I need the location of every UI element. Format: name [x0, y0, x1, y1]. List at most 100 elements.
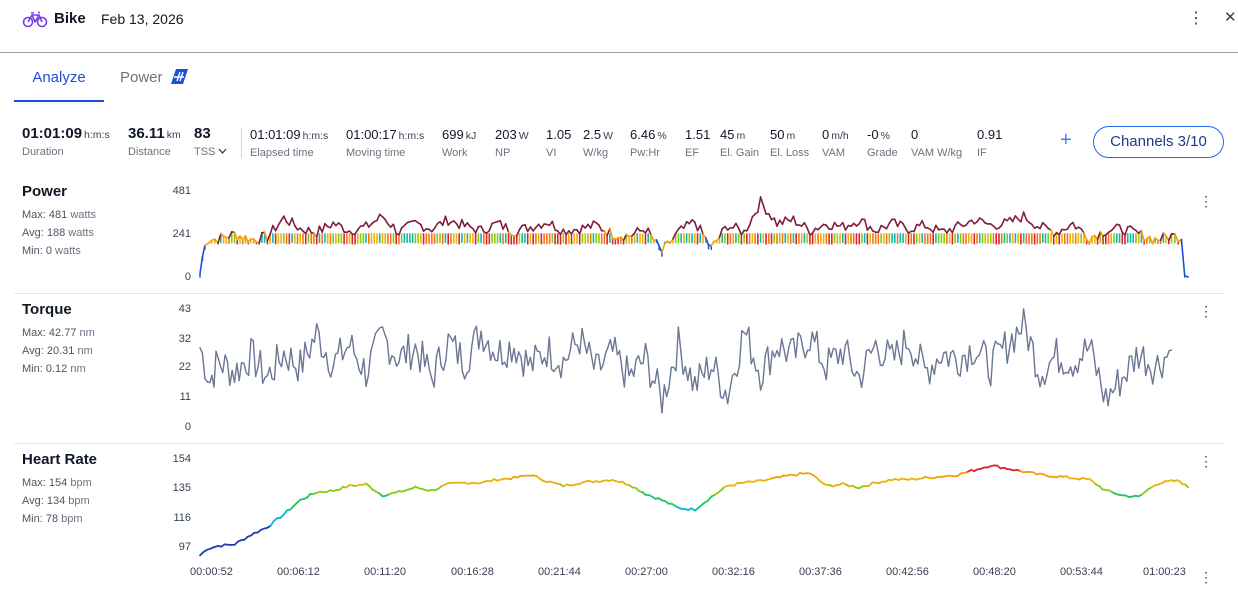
torque-line-segment: [525, 349, 529, 367]
torque-line-segment: [475, 325, 480, 350]
torque-line-segment: [926, 367, 931, 385]
torque-panel-menu-icon[interactable]: ⋮: [1199, 303, 1213, 319]
torque-line-segment: [766, 346, 771, 376]
power-avg: Avg: 188 watts: [22, 227, 94, 239]
torque-line-segment: [804, 349, 809, 359]
torque-line-segment: [273, 344, 278, 381]
power-line-segment: [420, 223, 425, 232]
torque-line-segment: [825, 347, 830, 381]
x-axis-menu-icon[interactable]: ⋮: [1199, 569, 1213, 585]
torque-line-segment: [384, 333, 388, 342]
kebab-vertical-icon[interactable]: ⋮: [1188, 10, 1204, 27]
power-line-segment: [304, 226, 310, 235]
stat-distance: 36.11 km Distance: [128, 125, 181, 158]
power-line-segment: [444, 215, 450, 226]
power-line-segment: [647, 227, 652, 236]
torque-line-segment: [1027, 336, 1032, 352]
torque-line-segment: [581, 327, 586, 344]
power-line-segment: [233, 231, 239, 241]
torque-line-segment: [947, 352, 952, 367]
torque-line-segment: [919, 343, 924, 357]
torque-line-segment: [546, 336, 550, 368]
torque-line-segment: [633, 359, 637, 377]
torque-line-segment: [579, 327, 583, 355]
torque-line-segment: [649, 380, 654, 389]
torque-line-segment: [985, 346, 990, 378]
torque-line-segment: [534, 344, 539, 352]
torque-line-segment: [1156, 354, 1161, 370]
torque-line-segment: [442, 359, 447, 372]
torque-line-segment: [1137, 355, 1142, 369]
torque-line-segment: [856, 370, 860, 376]
power-line-segment: [540, 223, 545, 229]
power-line-segment: [757, 196, 762, 213]
torque-line-segment: [254, 366, 259, 378]
torque-line-segment: [717, 373, 722, 398]
heart-rate-ytick: 116: [173, 512, 191, 524]
power-line-segment: [1180, 238, 1186, 277]
torque-line-segment: [330, 366, 334, 378]
torque-line-segment: [287, 347, 292, 371]
x-axis-tick: 00:27:00: [625, 566, 668, 578]
torque-line-segment: [684, 365, 689, 382]
torque-line-segment: [769, 350, 774, 376]
power-panel-title: Power: [22, 183, 68, 200]
stat-pw-hr: 6.46% Pw:Hr: [630, 127, 667, 159]
power-line-segment: [441, 215, 447, 227]
torque-line-segment: [489, 351, 494, 361]
power-line-segment: [199, 255, 204, 275]
chevron-down-icon: [218, 148, 227, 154]
torque-line-segment: [680, 349, 684, 375]
torque-line-segment: [642, 343, 647, 364]
stat-tss[interactable]: 83 TSS: [194, 125, 227, 158]
torque-line-segment: [860, 371, 865, 389]
power-line-segment: [694, 221, 699, 232]
torque-line-segment: [936, 358, 940, 364]
close-icon[interactable]: ✕: [1224, 9, 1237, 26]
x-axis-tick: 00:11:20: [364, 566, 407, 578]
power-panel-menu-icon[interactable]: ⋮: [1199, 193, 1213, 209]
torque-line-segment: [409, 353, 414, 371]
torque-line-segment: [405, 333, 410, 364]
torque-line-segment: [827, 347, 832, 359]
torque-line-segment: [1039, 375, 1044, 388]
torque-line-segment: [773, 349, 778, 358]
power-line-segment: [274, 224, 280, 232]
torque-ytick: 32: [178, 333, 191, 345]
torque-line-segment: [433, 355, 438, 388]
power-line-segment: [1148, 235, 1154, 245]
torque-line-segment: [386, 339, 391, 365]
torque-line-segment: [593, 353, 597, 370]
torque-line-segment: [1069, 366, 1074, 377]
tab-power[interactable]: Power: [120, 69, 188, 86]
torque-line-segment: [395, 361, 400, 367]
heart-rate-ytick: 154: [172, 453, 191, 465]
torque-line-segment: [752, 357, 757, 372]
power-line-segment: [831, 221, 836, 231]
power-line-segment: [488, 222, 493, 232]
torque-line-segment: [351, 334, 355, 356]
torque-line-segment: [1032, 342, 1037, 378]
torque-line-segment: [1154, 354, 1159, 370]
torque-line-segment: [1083, 338, 1088, 352]
torque-line-segment: [304, 341, 309, 355]
heart-rate-panel-menu-icon[interactable]: ⋮: [1199, 453, 1213, 469]
torque-line-segment: [668, 366, 673, 389]
torque-line-segment: [677, 326, 682, 351]
torque-line-segment: [874, 339, 879, 353]
plus-icon[interactable]: +: [1060, 129, 1072, 151]
power-line-segment: [217, 232, 222, 244]
channels-button[interactable]: Channels 3/10: [1093, 126, 1224, 158]
torque-ytick: 11: [179, 391, 191, 403]
tab-analyze[interactable]: Analyze: [14, 69, 104, 102]
torque-line-segment: [407, 333, 412, 371]
power-line-segment: [474, 225, 480, 234]
power-line-segment: [201, 244, 206, 258]
torque-line-segment: [757, 369, 762, 391]
x-axis-tick: 00:37:36: [799, 566, 842, 578]
power-line-segment: [1088, 235, 1093, 244]
torque-line-segment: [729, 374, 734, 390]
power-line-segment: [773, 217, 778, 228]
torque-line-segment: [698, 363, 703, 374]
